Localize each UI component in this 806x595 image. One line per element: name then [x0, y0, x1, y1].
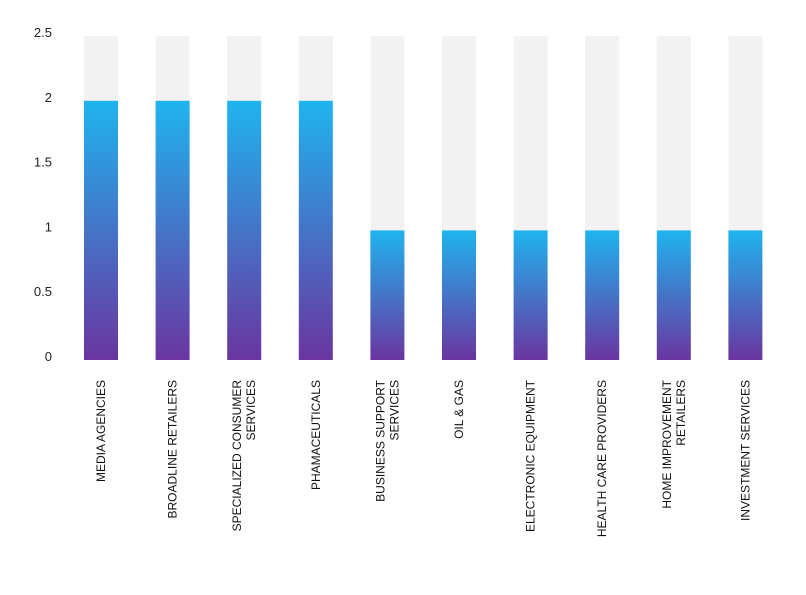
y-tick-label: 1 [45, 219, 52, 234]
x-category-label: HOME IMPROVEMENT RETAILERS [660, 379, 688, 508]
x-category-label-line: INVESTMENT SERVICES [738, 380, 752, 521]
x-category-label-line: ELECTRONIC EQUIPMENT [524, 379, 538, 532]
bar [155, 100, 190, 361]
y-axis: 0 0.5 1 1.5 2 2.5 [34, 25, 52, 364]
x-category-label-line: RETAILERS [674, 380, 688, 446]
x-category-label: PHAMACEUTICALS [309, 380, 323, 490]
x-category-label-line: MEDIA AGENCIES [94, 380, 108, 482]
x-axis: MEDIA AGENCIES BROADLINE RETAILERS SPECIAL… [94, 379, 752, 537]
bar [298, 100, 333, 361]
x-category-label: OIL & GAS [452, 380, 466, 439]
bar [728, 230, 763, 360]
x-category-label: SPECIALIZED CONSUMER SERVICES [230, 380, 258, 532]
x-category-label: ELECTRONIC EQUIPMENT [524, 379, 538, 532]
y-tick-label: 0 [45, 349, 52, 364]
x-category-label-line: BUSINESS SUPPORT [373, 379, 387, 501]
y-tick-label: 2 [45, 90, 52, 105]
bar [656, 230, 691, 360]
x-category-label: INVESTMENT SERVICES [738, 380, 752, 521]
y-tick-label: 1.5 [34, 155, 52, 170]
x-category-label-line: HOME IMPROVEMENT [660, 379, 674, 508]
x-category-label: HEALTH CARE PROVIDERS [595, 380, 609, 537]
x-category-label: MEDIA AGENCIES [94, 380, 108, 482]
y-tick-label: 0.5 [34, 284, 52, 299]
x-category-label: BROADLINE RETAILERS [166, 380, 180, 518]
bar [513, 230, 548, 360]
bar [585, 230, 620, 360]
bar [370, 230, 405, 360]
bars [84, 36, 763, 361]
bar [84, 100, 118, 361]
x-category-label-line: HEALTH CARE PROVIDERS [595, 380, 609, 537]
x-category-label-line: BROADLINE RETAILERS [166, 380, 180, 518]
x-category-label-line: PHAMACEUTICALS [309, 380, 323, 490]
bar [227, 100, 262, 361]
x-category-label-line: OIL & GAS [452, 380, 466, 439]
x-category-label: BUSINESS SUPPORT SERVICES [373, 379, 401, 501]
bar [442, 230, 476, 360]
y-tick-label: 2.5 [34, 25, 52, 40]
x-category-label-line: SERVICES [387, 380, 401, 440]
x-category-label-line: SERVICES [244, 380, 258, 440]
x-category-label-line: SPECIALIZED CONSUMER [230, 380, 244, 532]
